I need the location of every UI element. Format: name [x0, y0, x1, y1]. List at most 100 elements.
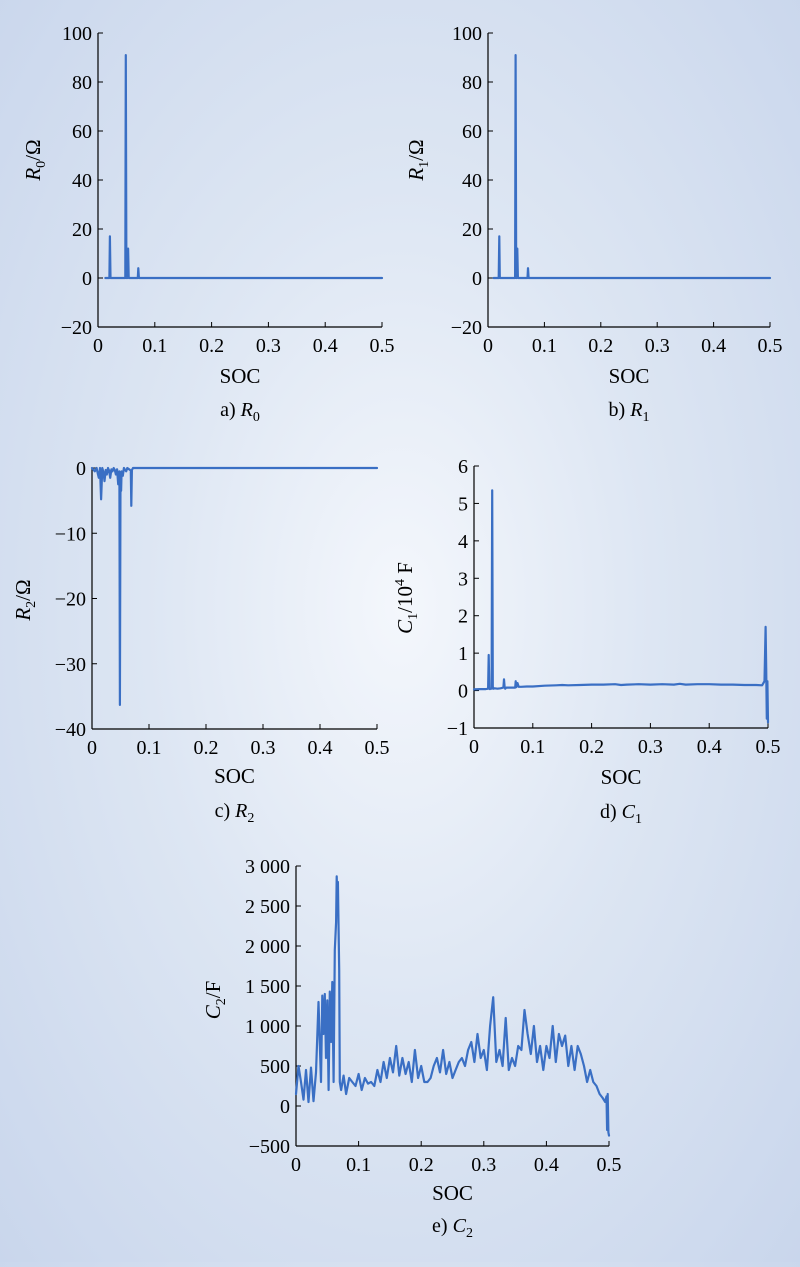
- caption-symbol: C: [622, 801, 636, 823]
- y-tick-label: 0: [82, 268, 92, 290]
- x-axis-label: SOC: [214, 764, 255, 788]
- y-tick-label: 3: [458, 568, 468, 590]
- y-tick-label: 3 000: [245, 856, 290, 878]
- x-tick-label: 0: [483, 335, 493, 357]
- x-tick-label: 0.4: [697, 736, 722, 758]
- y-tick-label: −10: [55, 523, 86, 545]
- y-tick-label: 100: [62, 23, 92, 45]
- x-tick-label: 0.5: [597, 1154, 622, 1176]
- y-tick-label: 80: [462, 72, 482, 94]
- chart-a: 0 0.1 0.2 0.3 0.4 0.5−20020406080100SOCR0/Ωa)…: [21, 23, 395, 425]
- x-tick-label: 0.2: [199, 335, 224, 357]
- x-tick-label: 0.4: [701, 335, 726, 357]
- x-tick-label: 0: [93, 335, 103, 357]
- y-tick-label: 0: [76, 458, 86, 480]
- y-label-symbol: R: [21, 168, 45, 182]
- y-label-superscript: 4: [393, 579, 408, 586]
- y-tick-label: 5: [458, 493, 468, 515]
- x-tick-label: 0.1: [346, 1154, 371, 1176]
- x-tick-label: 0.3: [256, 335, 281, 357]
- x-tick-label: 0.5: [365, 737, 390, 759]
- y-label-symbol: C: [201, 1004, 225, 1019]
- caption-symbol: R: [240, 399, 253, 421]
- y-label-symbol: R: [11, 608, 35, 622]
- x-tick-label: 0: [469, 736, 479, 758]
- caption-prefix: a): [220, 399, 241, 421]
- chart-caption: a) R0: [220, 399, 260, 425]
- x-tick-label: 0.5: [756, 736, 781, 758]
- y-axis-label: C1/104 F: [393, 562, 421, 634]
- y-tick-label: 2: [458, 606, 468, 628]
- y-label-symbol: C: [393, 619, 417, 634]
- y-tick-label: 0: [280, 1096, 290, 1118]
- x-tick-label: 0.4: [308, 737, 333, 759]
- chart-caption: c) R2: [215, 800, 255, 826]
- y-label-subscript: 2: [24, 601, 39, 608]
- y-tick-label: 1: [458, 643, 468, 665]
- chart-caption: d) C1: [600, 801, 642, 827]
- y-tick-label: 80: [72, 72, 92, 94]
- x-tick-label: 0.1: [520, 736, 545, 758]
- y-tick-label: 20: [462, 219, 482, 241]
- y-label-unit: /10: [393, 586, 417, 613]
- y-label-unit-suffix: F: [393, 562, 417, 579]
- caption-subscript: 0: [253, 410, 260, 425]
- y-axis-label: R0/Ω: [21, 139, 49, 181]
- chart-caption: e) C2: [432, 1215, 473, 1241]
- y-axis-label: R2/Ω: [11, 579, 39, 621]
- series-line-a: [104, 54, 384, 280]
- y-tick-label: 6: [458, 456, 468, 478]
- y-tick-label: 40: [462, 170, 482, 192]
- caption-prefix: c): [215, 800, 236, 822]
- caption-symbol: R: [234, 800, 247, 822]
- y-tick-label: 100: [452, 23, 482, 45]
- caption-subscript: 1: [642, 410, 649, 425]
- x-tick-label: 0.5: [370, 335, 395, 357]
- y-label-subscript: 1: [417, 161, 432, 168]
- x-tick-label: 0.1: [532, 335, 557, 357]
- y-label-unit: /Ω: [404, 139, 428, 160]
- y-label-subscript: 2: [214, 998, 229, 1005]
- caption-prefix: b): [609, 399, 631, 421]
- y-tick-label: −20: [61, 317, 92, 339]
- y-tick-label: 1 000: [245, 1016, 290, 1038]
- y-tick-label: 0: [458, 681, 468, 703]
- y-tick-label: 20: [72, 219, 92, 241]
- x-tick-label: 0.4: [313, 335, 338, 357]
- y-tick-label: −40: [55, 719, 86, 741]
- y-label-unit: /Ω: [21, 139, 45, 160]
- x-tick-label: 0.2: [579, 736, 604, 758]
- y-axis-label: C2/F: [201, 981, 229, 1020]
- y-tick-label: 1 500: [245, 976, 290, 998]
- y-tick-label: 500: [260, 1056, 290, 1078]
- caption-prefix: e): [432, 1215, 453, 1237]
- x-tick-label: 0.3: [638, 736, 663, 758]
- x-tick-label: 0.5: [758, 335, 783, 357]
- y-label-subscript: 0: [34, 161, 49, 168]
- y-tick-label: 0: [472, 268, 482, 290]
- y-tick-label: 2 000: [245, 936, 290, 958]
- x-tick-label: 0: [87, 737, 97, 759]
- series-line-b: [492, 54, 772, 280]
- y-tick-label: −30: [55, 654, 86, 676]
- series-line-d: [472, 489, 770, 724]
- series-line-c: [90, 466, 379, 706]
- y-label-symbol: R: [404, 168, 428, 182]
- caption-subscript: 2: [247, 811, 254, 826]
- y-tick-label: 4: [458, 531, 468, 553]
- x-tick-label: 0.3: [471, 1154, 496, 1176]
- x-axis-label: SOC: [609, 364, 650, 388]
- caption-subscript: 2: [466, 1226, 473, 1241]
- chart-caption: b) R1: [609, 399, 650, 425]
- x-tick-label: 0: [291, 1154, 301, 1176]
- y-tick-label: 60: [72, 121, 92, 143]
- y-label-subscript: 1: [406, 613, 421, 620]
- y-tick-label: 60: [462, 121, 482, 143]
- series-line-e: [294, 875, 611, 1137]
- x-tick-label: 0.2: [588, 335, 613, 357]
- caption-symbol: R: [629, 399, 642, 421]
